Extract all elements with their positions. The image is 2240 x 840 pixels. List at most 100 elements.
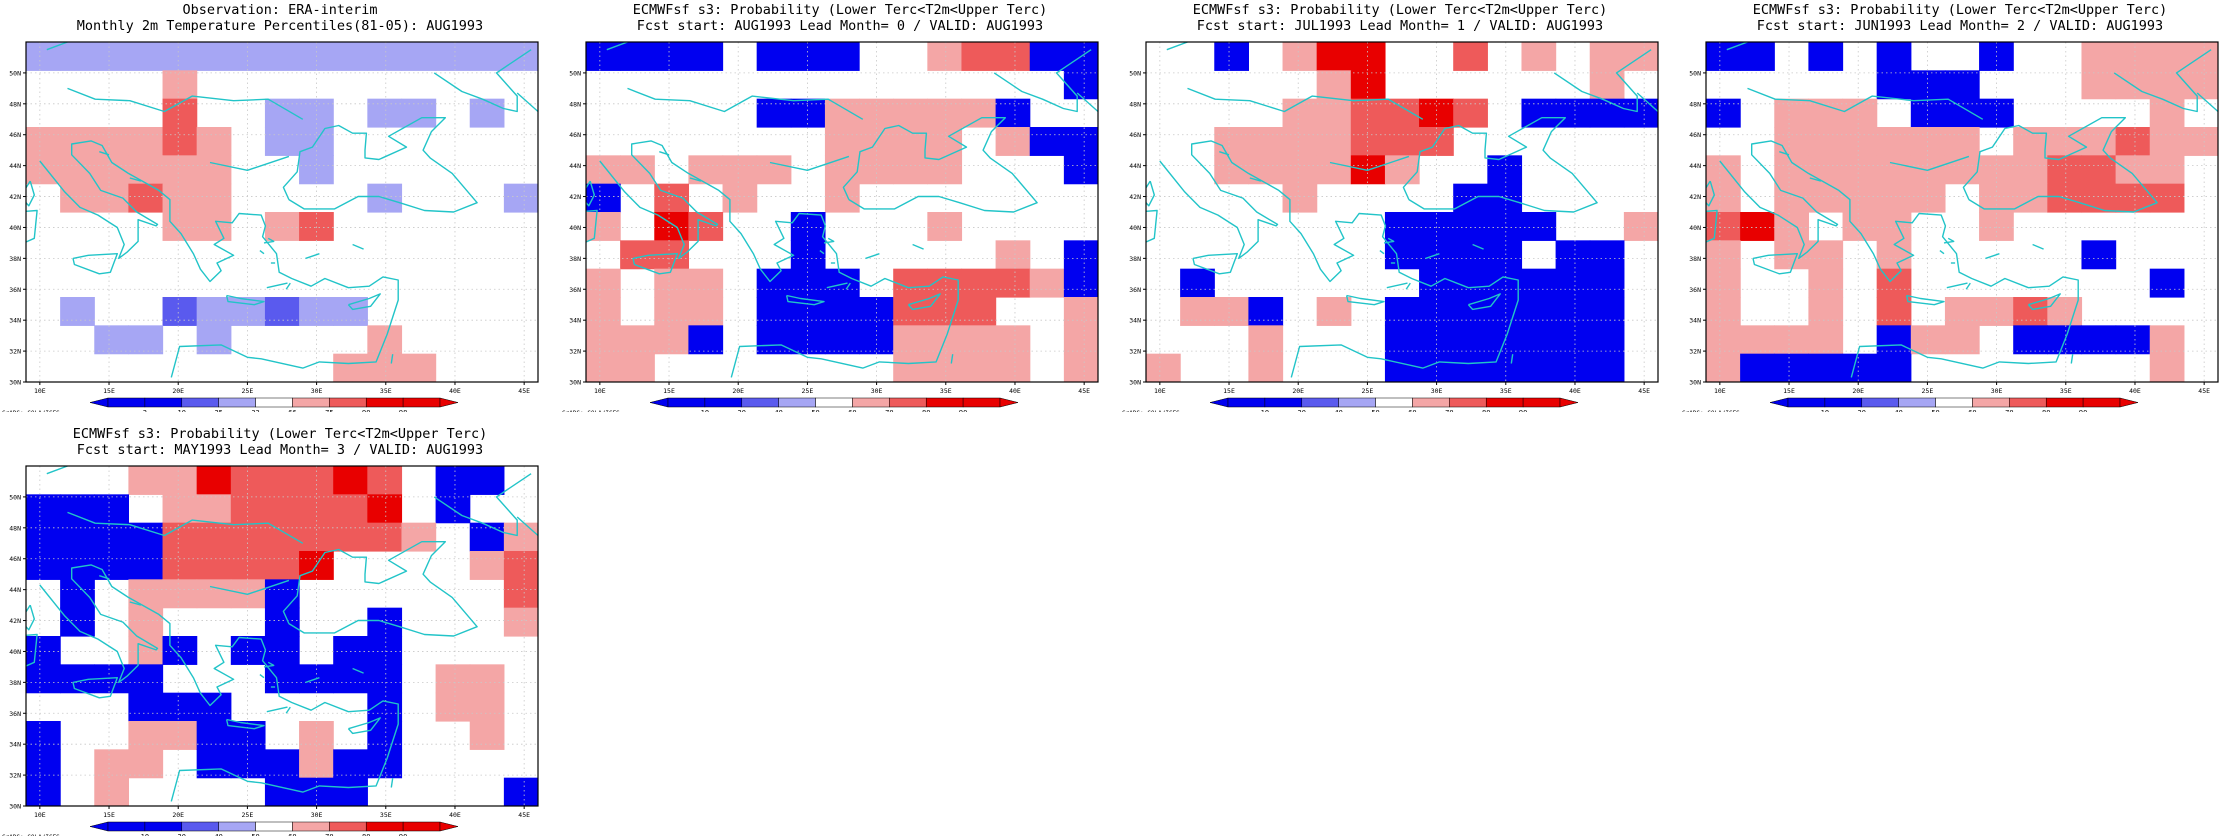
grid-cell xyxy=(790,212,826,241)
lat-tick-label: 42N xyxy=(9,617,21,625)
coastline xyxy=(1219,151,1230,156)
lon-tick-label: 25E xyxy=(802,387,814,395)
colorbar-label: 90 xyxy=(362,409,370,412)
grid-cell xyxy=(128,721,164,750)
grid-cell xyxy=(230,522,266,552)
coastline xyxy=(606,42,628,51)
grid-cell xyxy=(401,98,437,128)
coastline xyxy=(305,253,320,260)
grid-cell xyxy=(1214,297,1249,326)
coastline xyxy=(352,667,364,674)
grid-cell xyxy=(1248,155,1284,185)
grads-credit: GrADS: COLA/IGES xyxy=(2,834,60,836)
grid-cell xyxy=(26,494,61,524)
grid-cell xyxy=(230,636,266,665)
lon-tick-label: 45E xyxy=(518,387,530,395)
lat-tick-label: 34N xyxy=(9,317,21,325)
grid-cell xyxy=(1808,268,1844,298)
map-svg: ECMWFsf s3: Probability (Lower Terc<T2m<… xyxy=(1122,2,1659,412)
colorbar-label: 40 xyxy=(1334,409,1342,412)
lat-tick-label: 36N xyxy=(1129,286,1141,294)
grid-cell xyxy=(1453,297,1488,326)
coastline xyxy=(1726,42,1748,51)
grid-cell xyxy=(1248,325,1284,355)
grid-cell xyxy=(60,297,95,326)
lat-tick-label: 38N xyxy=(9,255,21,263)
coastline xyxy=(785,294,825,306)
lat-tick-label: 50N xyxy=(9,69,21,77)
grid-cell xyxy=(26,127,61,156)
panel-forecast-lead-3: ECMWFsf s3: Probability (Lower Terc<T2m<… xyxy=(0,424,560,836)
grid-cell xyxy=(1555,297,1591,326)
grid-cell xyxy=(824,268,860,298)
coastline xyxy=(285,282,291,290)
colorbar-label: 70 xyxy=(325,833,333,836)
lon-tick-label: 10E xyxy=(34,387,46,395)
grid-cell xyxy=(469,551,505,580)
grid-cell xyxy=(1910,325,1946,355)
grid-cell xyxy=(196,297,232,326)
coastline xyxy=(2070,354,2074,364)
map-plot xyxy=(26,466,538,806)
grid-cell xyxy=(333,522,368,552)
grid-cell xyxy=(401,353,437,382)
grid-cell xyxy=(961,42,997,71)
colorbar-swatch xyxy=(741,397,779,408)
grid-cell xyxy=(1910,183,1946,213)
grid-cell xyxy=(26,749,61,779)
grid-cell xyxy=(94,749,129,779)
grid-cell xyxy=(264,579,300,609)
coastline xyxy=(2027,293,2061,311)
panel-title-line1: ECMWFsf s3: Probability (Lower Terc<T2m<… xyxy=(633,2,1048,18)
grid-cell xyxy=(2149,325,2185,355)
lat-tick-label: 32N xyxy=(1129,348,1141,356)
coastline xyxy=(1553,49,1652,113)
panel-title-line1: ECMWFsf s3: Probability (Lower Terc<T2m<… xyxy=(1753,2,2168,18)
grid-cell xyxy=(927,212,963,241)
grid-cell xyxy=(1740,325,1775,355)
grid-cell xyxy=(1316,98,1352,128)
grid-cell xyxy=(367,353,403,382)
panel-title-line2: Fcst start: JUL1993 Lead Month= 1 / VALI… xyxy=(1197,18,1603,34)
grid-cell xyxy=(995,325,1031,355)
colorbar-swatch xyxy=(365,821,404,832)
grid-cell xyxy=(435,466,471,495)
lat-tick-label: 40N xyxy=(1689,224,1701,232)
grid-cell xyxy=(2149,70,2185,100)
coastline xyxy=(1809,177,1822,182)
coastlines xyxy=(26,42,538,382)
coastline xyxy=(1345,294,1385,306)
coastline xyxy=(1636,92,1658,114)
coastline xyxy=(1719,140,2079,378)
grid-cell xyxy=(128,749,164,779)
lon-tick-label: 45E xyxy=(1638,387,1650,395)
coastlines xyxy=(26,466,538,806)
coastline xyxy=(689,177,702,182)
lon-tick-label: 10E xyxy=(1714,387,1726,395)
lat-tick-label: 42N xyxy=(1129,193,1141,201)
colorbar-arrow-low xyxy=(1209,397,1229,408)
grid-cell xyxy=(1521,42,1557,71)
grid-cell xyxy=(1214,42,1249,71)
colorbar-arrow-low xyxy=(89,821,109,832)
grid-cell xyxy=(264,522,300,552)
grid-cell xyxy=(1910,127,1946,156)
grads-credit: GrADS: COLA/IGES xyxy=(562,410,620,412)
grid-cell xyxy=(1248,353,1284,382)
grid-cell xyxy=(824,98,860,128)
grid-cell xyxy=(1214,127,1249,156)
grid-cell xyxy=(26,721,61,750)
grid-cell xyxy=(961,268,997,298)
grid-cell xyxy=(2149,268,2185,298)
lon-tick-label: 35E xyxy=(2060,387,2072,395)
grid-cell xyxy=(162,494,198,524)
colorbar-swatch xyxy=(255,397,293,408)
grid-cell xyxy=(893,98,928,128)
grid-cell xyxy=(927,98,963,128)
colorbar-swatch xyxy=(402,397,441,408)
coastline xyxy=(67,511,304,544)
grid-cell xyxy=(1808,297,1844,326)
colorbar-label: 10 xyxy=(701,409,709,412)
grid-cell xyxy=(367,664,403,694)
coastline xyxy=(26,209,38,243)
